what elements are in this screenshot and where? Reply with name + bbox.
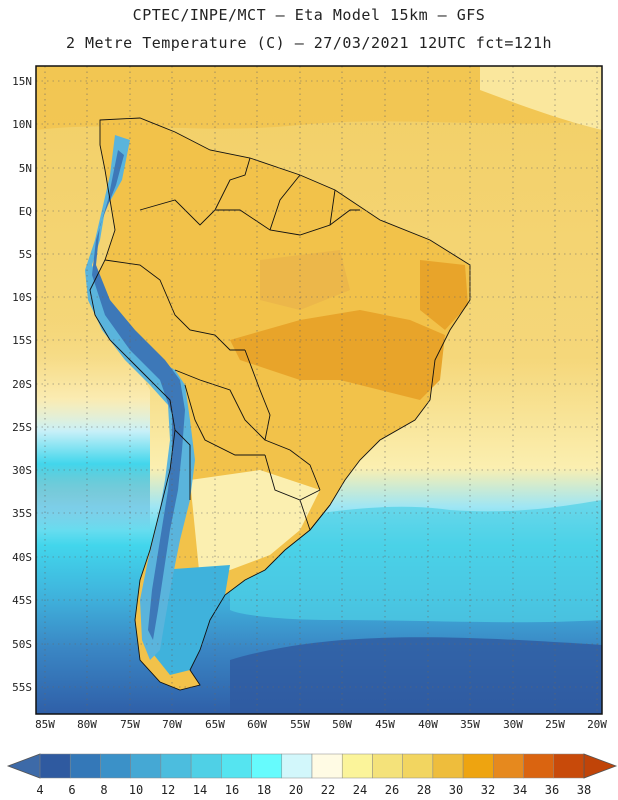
- colorbar-label: 4: [36, 783, 43, 797]
- lon-label-30w: 30W: [503, 718, 523, 731]
- lon-label-70w: 70W: [162, 718, 182, 731]
- colorbar-cell: [130, 753, 162, 779]
- colorbar-cell: [432, 753, 464, 779]
- lon-label-75w: 75W: [120, 718, 140, 731]
- lon-label-20w: 20W: [587, 718, 607, 731]
- colorbar-label: 6: [68, 783, 75, 797]
- lat-label-50s: 50S: [12, 638, 32, 651]
- temperature-map: 15N 10N 5N EQ 5S 10S 15S 20S 25S 30S 35S…: [12, 65, 607, 731]
- north-atlantic-pale: [480, 66, 602, 130]
- lon-label-60w: 60W: [247, 718, 267, 731]
- colorbar-cell: [251, 753, 283, 779]
- lat-label-5s: 5S: [19, 248, 32, 261]
- pampas-mild: [190, 470, 320, 580]
- colorbar-cell: [311, 753, 343, 779]
- colorbar-cell: [462, 753, 494, 779]
- lat-label-30s: 30S: [12, 464, 32, 477]
- lon-label-35w: 35W: [460, 718, 480, 731]
- colorbar-low-arrow: [6, 753, 41, 779]
- colorbar-label: 38: [577, 783, 591, 797]
- colorbar-cell: [341, 753, 373, 779]
- colorbar-cell: [553, 753, 585, 779]
- colorbar-cell: [39, 753, 71, 779]
- lon-label-85w: 85W: [35, 718, 55, 731]
- south-atlantic-cool-band: [230, 500, 602, 623]
- colorbar-cell: [493, 753, 524, 779]
- lat-label-10s: 10S: [12, 291, 32, 304]
- colorbar-label: 26: [385, 783, 399, 797]
- temperature-colorbar: 4 6 8 10 12 14 16 18 20 22 24 26 28 30 32 34 36 38: [6, 753, 618, 797]
- caribbean-warm: [36, 66, 602, 130]
- lat-label-eq: EQ: [19, 205, 32, 218]
- lat-label-20s: 20S: [12, 378, 32, 391]
- colorbar-cell: [281, 753, 313, 779]
- map-title-line2: 2 Metre Temperature (C) – 27/03/2021 12U…: [65, 34, 553, 52]
- patagonia-cool: [150, 565, 230, 675]
- brazil-hot-interior: [230, 310, 445, 400]
- map-frame: [35, 65, 603, 715]
- colorbar-label: 16: [225, 783, 239, 797]
- lon-label-25w: 25W: [545, 718, 565, 731]
- lon-label-55w: 55W: [290, 718, 310, 731]
- andes-high-core: [92, 150, 185, 640]
- lon-label-65w: 65W: [205, 718, 225, 731]
- lat-label-45s: 45S: [12, 594, 32, 607]
- central-warm: [260, 250, 350, 310]
- lon-label-50w: 50W: [332, 718, 352, 731]
- lat-label-40s: 40S: [12, 551, 32, 564]
- colorbar-cell: [160, 753, 192, 779]
- pacific-cool-band: [36, 310, 150, 530]
- map-title-line1: CPTEC/INPE/MCT – Eta Model 15km – GFS: [132, 6, 486, 24]
- colorbar-cell: [190, 753, 222, 779]
- southern-ocean-cold: [230, 637, 602, 714]
- latitude-axis: 15N 10N 5N EQ 5S 10S 15S 20S 25S 30S 35S…: [12, 75, 32, 694]
- south-america-landmass: [90, 118, 470, 690]
- colorbar-label: 34: [513, 783, 527, 797]
- colorbar-label: 14: [193, 783, 207, 797]
- lat-label-15s: 15S: [12, 334, 32, 347]
- colorbar-label: 10: [129, 783, 143, 797]
- lat-label-25s: 25S: [12, 421, 32, 434]
- colorbar-cell: [221, 753, 252, 779]
- colorbar-labels: 4 6 8 10 12 14 16 18 20 22 24 26 28 30 32 34 36 38: [36, 783, 591, 797]
- northeast-hot-area: [420, 260, 468, 330]
- lon-label-45w: 45W: [375, 718, 395, 731]
- lon-label-40w: 40W: [418, 718, 438, 731]
- longitude-axis: 85W 80W 75W 70W 65W 60W 55W 50W 45W 40W …: [35, 718, 607, 731]
- colorbar-label: 18: [257, 783, 271, 797]
- colorbar-cell: [523, 753, 555, 779]
- colorbar-label: 30: [449, 783, 463, 797]
- colorbar-label: 36: [545, 783, 559, 797]
- lat-label-5n: 5N: [19, 162, 32, 175]
- colorbar-cell: [69, 753, 101, 779]
- colorbar-cell: [100, 753, 131, 779]
- colorbar-label: 8: [100, 783, 107, 797]
- colorbar-label: 20: [289, 783, 303, 797]
- colorbar-cell: [402, 753, 434, 779]
- colorbar-label: 28: [417, 783, 431, 797]
- lon-label-80w: 80W: [77, 718, 97, 731]
- colorbar-cell: [372, 753, 403, 779]
- colorbar-label: 22: [321, 783, 335, 797]
- colorbar-high-arrow: [583, 753, 618, 779]
- lat-label-15n: 15N: [12, 75, 32, 88]
- lat-label-35s: 35S: [12, 507, 32, 520]
- colorbar-label: 32: [481, 783, 495, 797]
- lat-label-55s: 55S: [12, 681, 32, 694]
- colorbar-cells: [39, 753, 585, 779]
- country-borders: [89, 117, 471, 691]
- colorbar-label: 24: [353, 783, 367, 797]
- lat-label-10n: 10N: [12, 118, 32, 131]
- colorbar-label: 12: [161, 783, 175, 797]
- map-gridlines: [36, 66, 602, 714]
